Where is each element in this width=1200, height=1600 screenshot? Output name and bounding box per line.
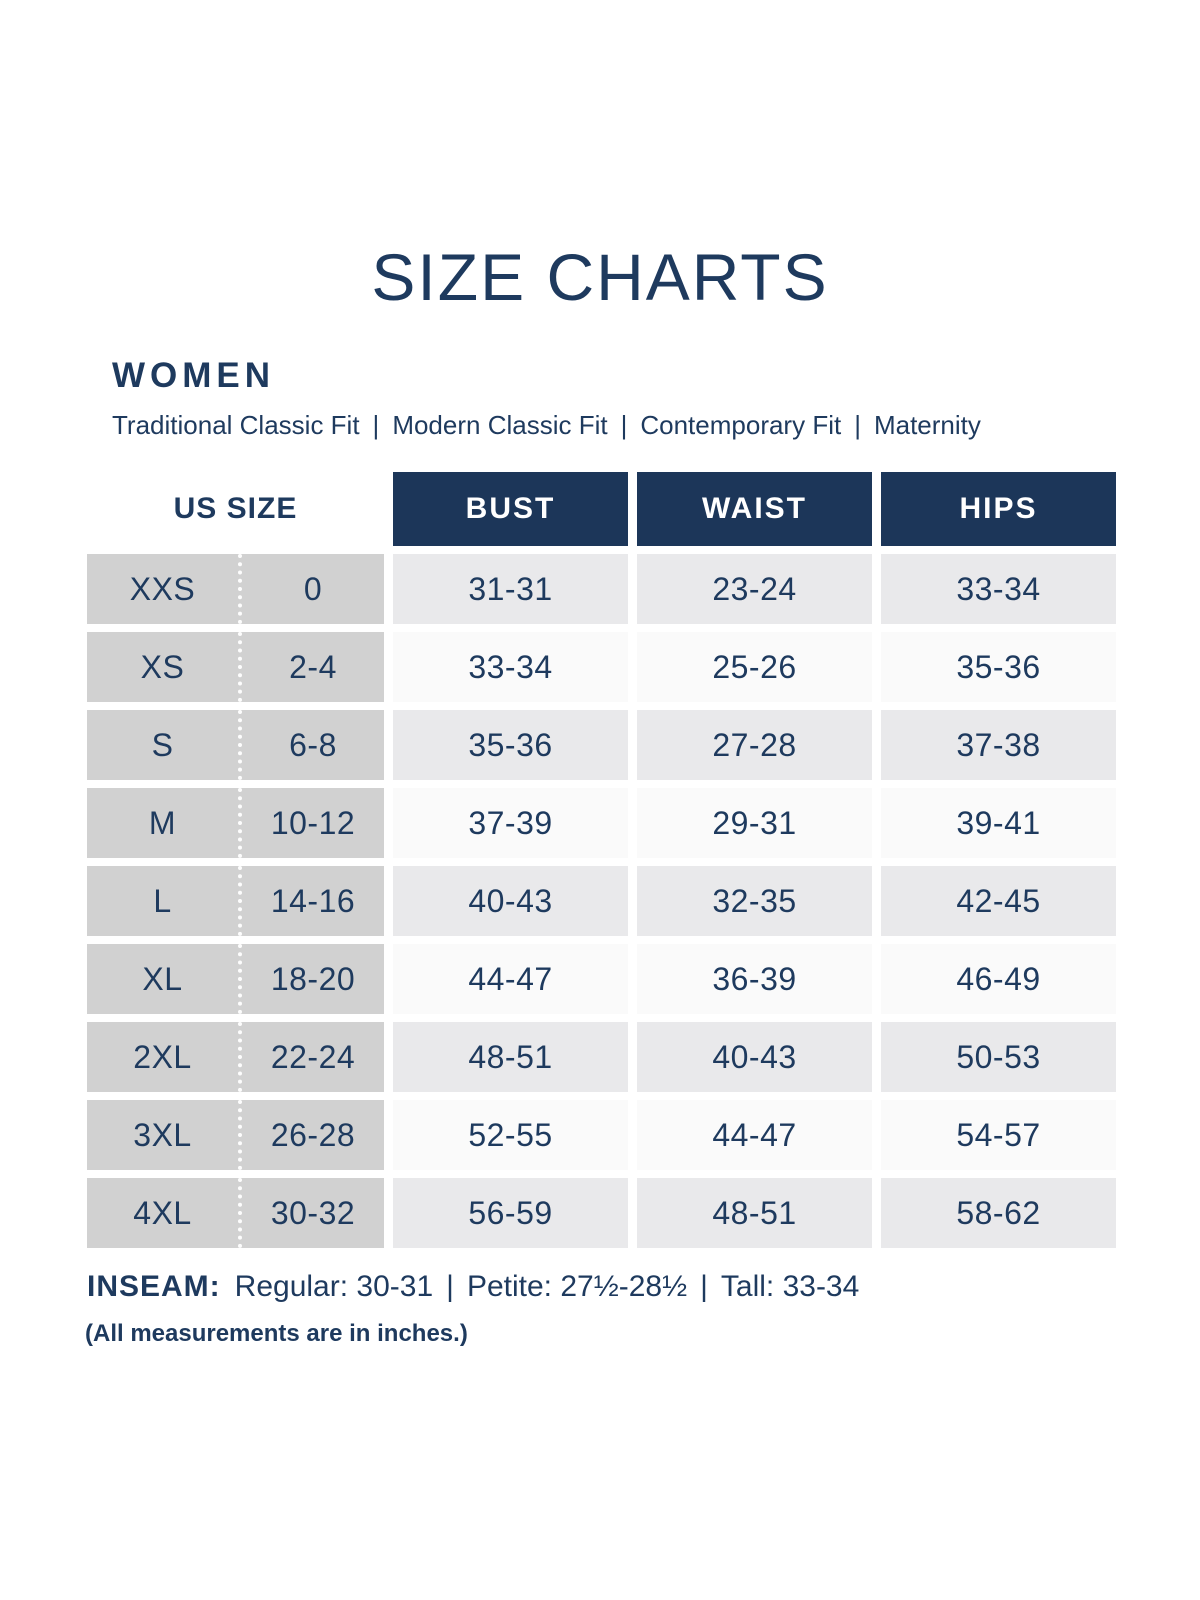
fit-type-modern: Modern Classic Fit [392, 410, 608, 440]
table-header-row: US SIZE BUST WAIST HIPS [87, 472, 1116, 546]
size-group: S 6-8 [87, 710, 384, 780]
size-label-cell: 3XL [133, 1116, 192, 1153]
table-row: XL 18-20 44-47 36-39 46-49 [87, 944, 1116, 1014]
table-row: M 10-12 37-39 29-31 39-41 [87, 788, 1116, 858]
waist-header: WAIST [637, 472, 872, 546]
size-group: XS 2-4 [87, 632, 384, 702]
hips-cell: 33-34 [881, 554, 1116, 624]
table-body: XXS 0 31-31 23-24 33-34 XS 2-4 33-34 25-… [87, 554, 1116, 1248]
waist-cell: 25-26 [637, 632, 872, 702]
fit-type-traditional: Traditional Classic Fit [112, 410, 360, 440]
us-size-cell: 10-12 [238, 788, 384, 858]
separator: | [700, 1270, 708, 1303]
hips-cell: 54-57 [881, 1100, 1116, 1170]
inseam-tall: Tall: 33-34 [720, 1270, 860, 1303]
size-label-cell: L [153, 882, 172, 919]
table-row: 2XL 22-24 48-51 40-43 50-53 [87, 1022, 1116, 1092]
bust-cell: 31-31 [393, 554, 628, 624]
waist-cell: 40-43 [637, 1022, 872, 1092]
hips-cell: 39-41 [881, 788, 1116, 858]
size-group: 3XL 26-28 [87, 1100, 384, 1170]
us-size-cell: 26-28 [238, 1100, 384, 1170]
hips-cell: 50-53 [881, 1022, 1116, 1092]
hips-header: HIPS [881, 472, 1116, 546]
bust-cell: 44-47 [393, 944, 628, 1014]
us-size-header: US SIZE [87, 472, 384, 546]
waist-cell: 48-51 [637, 1178, 872, 1248]
inseam-regular: Regular: 30-31 [234, 1270, 434, 1303]
table-row: S 6-8 35-36 27-28 37-38 [87, 710, 1116, 780]
us-size-cell: 22-24 [238, 1022, 384, 1092]
inseam-line: INSEAM: Regular: 30-31 | Petite: 27½-28½ | Ta… [87, 1270, 1200, 1304]
hips-cell: 37-38 [881, 710, 1116, 780]
bust-header: BUST [393, 472, 628, 546]
size-label-cell: XS [140, 648, 185, 685]
us-size-cell: 0 [238, 554, 384, 624]
size-group: XL 18-20 [87, 944, 384, 1014]
us-size-cell: 6-8 [238, 710, 384, 780]
hips-cell: 58-62 [881, 1178, 1116, 1248]
bust-cell: 40-43 [393, 866, 628, 936]
us-size-cell: 18-20 [238, 944, 384, 1014]
us-size-cell: 30-32 [238, 1178, 384, 1248]
size-label-cell: 4XL [133, 1194, 192, 1231]
size-group: 2XL 22-24 [87, 1022, 384, 1092]
bust-cell: 48-51 [393, 1022, 628, 1092]
bust-cell: 37-39 [393, 788, 628, 858]
measurements-note: (All measurements are in inches.) [85, 1320, 468, 1347]
table-row: 4XL 30-32 56-59 48-51 58-62 [87, 1178, 1116, 1248]
bust-cell: 52-55 [393, 1100, 628, 1170]
us-size-cell: 2-4 [238, 632, 384, 702]
table-row: L 14-16 40-43 32-35 42-45 [87, 866, 1116, 936]
separator: | [372, 410, 380, 440]
separator: | [854, 410, 861, 440]
size-group: M 10-12 [87, 788, 384, 858]
waist-cell: 23-24 [637, 554, 872, 624]
size-label-cell: M [148, 804, 177, 841]
waist-cell: 32-35 [637, 866, 872, 936]
fit-type-contemporary: Contemporary Fit [640, 410, 842, 440]
size-label-cell: XXS [129, 570, 196, 607]
table-row: XS 2-4 33-34 25-26 35-36 [87, 632, 1116, 702]
size-label-cell: S [151, 726, 174, 763]
size-label-cell: XL [142, 960, 183, 997]
size-group: L 14-16 [87, 866, 384, 936]
waist-cell: 29-31 [637, 788, 872, 858]
hips-cell: 42-45 [881, 866, 1116, 936]
table-row: 3XL 26-28 52-55 44-47 54-57 [87, 1100, 1116, 1170]
us-size-cell: 14-16 [238, 866, 384, 936]
page-title: SIZE CHARTS [371, 240, 829, 314]
waist-cell: 36-39 [637, 944, 872, 1014]
size-group: XXS 0 [87, 554, 384, 624]
waist-cell: 27-28 [637, 710, 872, 780]
section-heading: WOMEN [112, 356, 276, 395]
hips-cell: 46-49 [881, 944, 1116, 1014]
bust-cell: 33-34 [393, 632, 628, 702]
inseam-petite: Petite: 27½-28½ [466, 1270, 688, 1303]
separator: | [620, 410, 628, 440]
table-row: XXS 0 31-31 23-24 33-34 [87, 554, 1116, 624]
fit-types-line: Traditional Classic Fit | Modern Classic F… [112, 410, 1200, 440]
separator: | [446, 1270, 454, 1303]
fit-type-maternity: Maternity [873, 410, 981, 440]
bust-cell: 35-36 [393, 710, 628, 780]
size-label-cell: 2XL [133, 1038, 192, 1075]
size-group: 4XL 30-32 [87, 1178, 384, 1248]
inseam-label: INSEAM: [87, 1270, 221, 1303]
waist-cell: 44-47 [637, 1100, 872, 1170]
size-chart-table: US SIZE BUST WAIST HIPS XXS 0 31-31 23-2… [87, 472, 1116, 1248]
bust-cell: 56-59 [393, 1178, 628, 1248]
hips-cell: 35-36 [881, 632, 1116, 702]
